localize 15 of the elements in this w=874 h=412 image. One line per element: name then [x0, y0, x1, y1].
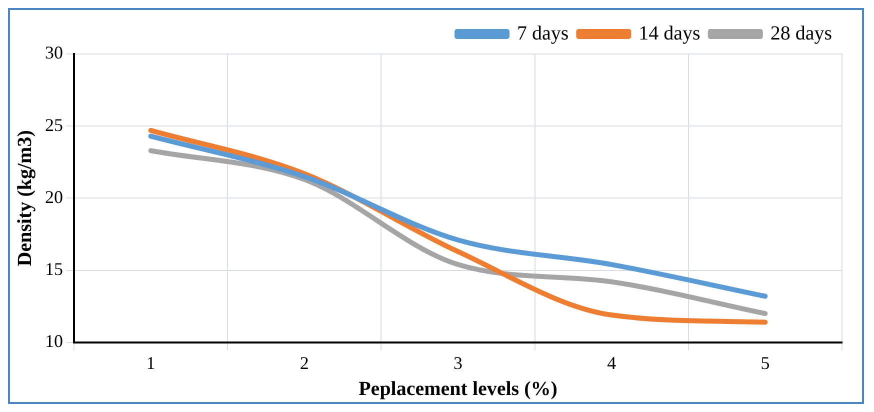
legend-label: 28 days: [770, 22, 832, 44]
y-tick-label: 30: [45, 42, 63, 63]
x-axis-title: Peplacement levels (%): [358, 378, 558, 400]
x-tick-label: 3: [454, 352, 462, 373]
legend-label: 7 days: [517, 22, 569, 44]
y-axis-title: Density (kg/m3): [14, 130, 36, 266]
x-tick-label: 5: [760, 352, 770, 373]
legend-label: 14 days: [638, 22, 701, 44]
x-tick-label: 2: [300, 352, 309, 373]
y-tick-label: 20: [45, 186, 63, 207]
x-tick-label: 4: [607, 352, 616, 373]
x-tick-label: 1: [146, 352, 156, 373]
y-tick-label: 25: [45, 114, 63, 135]
y-tick-label: 15: [45, 259, 63, 280]
y-tick-label: 10: [45, 331, 63, 352]
